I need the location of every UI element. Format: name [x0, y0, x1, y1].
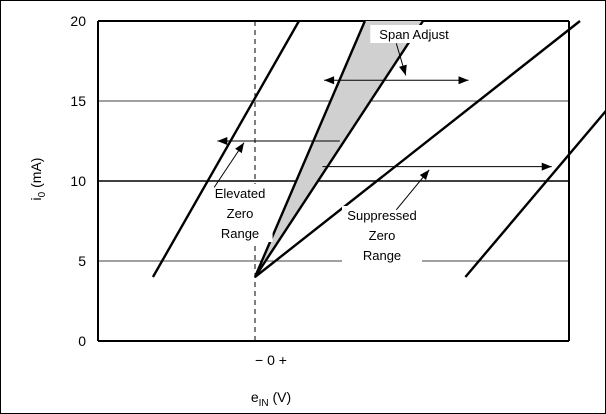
- annotation-suppressed-line-2: Zero: [369, 228, 396, 243]
- annotation-elevated-line-1: Elevated: [215, 186, 266, 201]
- x-axis-title: eIN (V): [251, 389, 291, 409]
- x-axis-unit: (V): [269, 389, 292, 405]
- range-arrowhead-2-start: [324, 76, 335, 85]
- annotation-suppressed-bg: [342, 206, 422, 264]
- series-line-5: [464, 110, 605, 278]
- y-tick-labels: 0 5 10 15 20: [70, 13, 86, 349]
- y-axis-subscript: 0: [37, 191, 48, 197]
- x-axis-subscript: IN: [259, 398, 269, 409]
- y-axis-unit: (mA): [28, 158, 44, 192]
- annotation-span-line-1: Span Adjust: [379, 27, 449, 42]
- annotation-elevated-line-3: Range: [221, 226, 259, 241]
- annotation-suppressed-pointer-head: [419, 169, 430, 181]
- y-tick-label-15: 15: [70, 93, 86, 109]
- range-arrowhead-3: [541, 162, 552, 171]
- grid-lines: [97, 20, 570, 342]
- x-tick-label: − 0 +: [255, 352, 287, 368]
- y-tick-label-0: 0: [78, 333, 86, 349]
- series-line-4: [254, 20, 581, 278]
- annotation-span: Span Adjust: [370, 25, 458, 76]
- range-arrowhead-2: [458, 76, 469, 85]
- series-line-2: [253, 20, 367, 278]
- annotation-elevated: Elevated Zero Range: [207, 142, 273, 242]
- annotation-elevated-bg: [207, 184, 273, 242]
- annotation-elevated-pointer-head: [235, 142, 245, 154]
- annotation-elevated-line-2: Zero: [227, 206, 254, 221]
- y-tick-label-10: 10: [70, 173, 86, 189]
- annotation-span-bg: [370, 25, 458, 43]
- y-axis-title: i0 (mA): [28, 158, 48, 201]
- annotation-suppressed-line-1: Suppressed: [347, 208, 416, 223]
- range-arrowhead-1: [217, 137, 228, 145]
- annotation-span-pointer-head: [399, 64, 407, 76]
- series-lines: [151, 20, 605, 278]
- x-axis-symbol: e: [251, 389, 259, 405]
- annotation-suppressed-line-3: Range: [363, 248, 401, 263]
- y-axis-symbol: i: [28, 197, 44, 200]
- annotations: Span Adjust Elevated Zero Range Suppressed Ze…: [207, 25, 458, 264]
- y-tick-label-20: 20: [70, 13, 86, 29]
- annotation-suppressed: Suppressed Zero Range: [342, 169, 430, 264]
- y-tick-label-5: 5: [78, 253, 86, 269]
- series-line-1: [151, 20, 301, 278]
- range-arrows: [217, 76, 552, 171]
- series-line-3: [253, 20, 424, 278]
